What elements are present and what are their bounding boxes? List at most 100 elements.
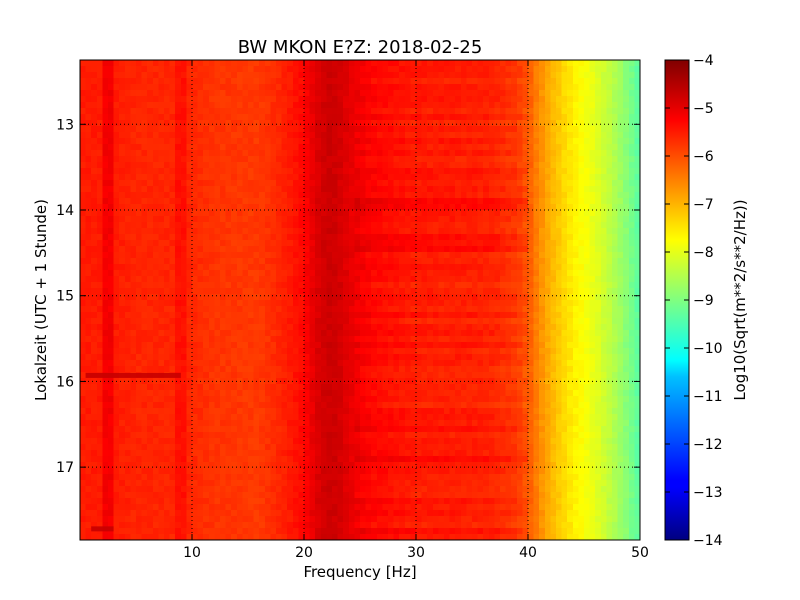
heatmap-cell bbox=[617, 174, 624, 181]
heatmap-cell bbox=[410, 282, 417, 289]
heatmap-cell bbox=[315, 72, 322, 79]
heatmap-cell bbox=[175, 258, 182, 265]
heatmap-cell bbox=[584, 222, 591, 229]
heatmap-cell bbox=[264, 276, 271, 283]
heatmap-cell bbox=[220, 282, 227, 289]
heatmap-cell bbox=[208, 174, 215, 181]
heatmap-cell bbox=[427, 342, 434, 349]
heatmap-cell bbox=[589, 198, 596, 205]
heatmap-cell bbox=[197, 156, 204, 163]
heatmap-cell bbox=[298, 150, 305, 157]
heatmap-cell bbox=[388, 156, 395, 163]
heatmap-cell bbox=[304, 210, 311, 217]
heatmap-cell bbox=[455, 222, 462, 229]
heatmap-cell bbox=[584, 120, 591, 127]
heatmap-cell bbox=[449, 276, 456, 283]
heatmap-cell bbox=[337, 216, 344, 223]
heatmap-cell bbox=[276, 144, 283, 151]
heatmap-cell bbox=[147, 348, 154, 355]
heatmap-cell bbox=[214, 354, 221, 361]
heatmap-cell bbox=[438, 264, 445, 271]
heatmap-cell bbox=[360, 342, 367, 349]
heatmap-cell bbox=[488, 354, 495, 361]
heatmap-cell bbox=[365, 126, 372, 133]
heatmap-cell bbox=[276, 228, 283, 235]
heatmap-cell bbox=[421, 240, 428, 247]
heatmap-cell bbox=[259, 96, 266, 103]
heatmap-cell bbox=[220, 228, 227, 235]
heatmap-cell bbox=[612, 66, 619, 73]
heatmap-cell bbox=[561, 276, 568, 283]
heatmap-cell bbox=[460, 312, 467, 319]
heatmap-cell bbox=[175, 342, 182, 349]
heatmap-cell bbox=[152, 180, 159, 187]
heatmap-cell bbox=[522, 270, 529, 277]
heatmap-cell bbox=[612, 192, 619, 199]
heatmap-cell bbox=[147, 270, 154, 277]
heatmap-cell bbox=[477, 300, 484, 307]
heatmap-cell bbox=[287, 198, 294, 205]
heatmap-cell bbox=[304, 102, 311, 109]
heatmap-cell bbox=[550, 324, 557, 331]
heatmap-cell bbox=[421, 336, 428, 343]
heatmap-cell bbox=[113, 102, 120, 109]
heatmap-cell bbox=[589, 102, 596, 109]
heatmap-cell bbox=[337, 150, 344, 157]
heatmap-cell bbox=[410, 300, 417, 307]
heatmap-cell bbox=[231, 60, 238, 67]
heatmap-cell bbox=[147, 300, 154, 307]
heatmap-cell bbox=[444, 330, 451, 337]
heatmap-cell bbox=[197, 78, 204, 85]
heatmap-cell bbox=[444, 174, 451, 181]
heatmap-cell bbox=[550, 270, 557, 277]
heatmap-cell bbox=[595, 258, 602, 265]
heatmap-cell bbox=[427, 228, 434, 235]
heatmap-cell bbox=[102, 138, 109, 145]
heatmap-cell bbox=[113, 240, 120, 247]
heatmap-cell bbox=[416, 222, 423, 229]
heatmap-cell bbox=[595, 186, 602, 193]
heatmap-cell bbox=[544, 276, 551, 283]
heatmap-cell bbox=[119, 318, 126, 325]
heatmap-cell bbox=[113, 204, 120, 211]
heatmap-cell bbox=[365, 240, 372, 247]
heatmap-cell bbox=[505, 132, 512, 139]
heatmap-cell bbox=[348, 174, 355, 181]
heatmap-cell bbox=[130, 138, 137, 145]
heatmap-cell bbox=[561, 306, 568, 313]
heatmap-cell bbox=[236, 252, 243, 259]
heatmap-cell bbox=[220, 192, 227, 199]
heatmap-cell bbox=[180, 246, 187, 253]
heatmap-cell bbox=[236, 102, 243, 109]
heatmap-cell bbox=[606, 252, 613, 259]
heatmap-cell bbox=[584, 192, 591, 199]
heatmap-cell bbox=[393, 174, 400, 181]
heatmap-cell bbox=[309, 342, 316, 349]
heatmap-cell bbox=[158, 126, 165, 133]
heatmap-cell bbox=[315, 258, 322, 265]
heatmap-cell bbox=[147, 156, 154, 163]
heatmap-cell bbox=[455, 78, 462, 85]
heatmap-cell bbox=[315, 228, 322, 235]
heatmap-cell bbox=[427, 234, 434, 241]
heatmap-cell bbox=[320, 102, 327, 109]
heatmap-cell bbox=[466, 276, 473, 283]
heatmap-cell bbox=[399, 312, 406, 319]
heatmap-cell bbox=[410, 144, 417, 151]
heatmap-cell bbox=[264, 252, 271, 259]
heatmap-cell bbox=[528, 252, 535, 259]
heatmap-cell bbox=[539, 216, 546, 223]
heatmap-cell bbox=[600, 318, 607, 325]
heatmap-cell bbox=[292, 252, 299, 259]
heatmap-cell bbox=[80, 72, 87, 79]
heatmap-cell bbox=[522, 180, 529, 187]
heatmap-cell bbox=[500, 66, 507, 73]
heatmap-cell bbox=[628, 96, 635, 103]
heatmap-cell bbox=[287, 240, 294, 247]
heatmap-cell bbox=[326, 156, 333, 163]
heatmap-cell bbox=[337, 354, 344, 361]
heatmap-cell bbox=[365, 90, 372, 97]
heatmap-cell bbox=[544, 264, 551, 271]
heatmap-cell bbox=[606, 318, 613, 325]
heatmap-cell bbox=[287, 138, 294, 145]
